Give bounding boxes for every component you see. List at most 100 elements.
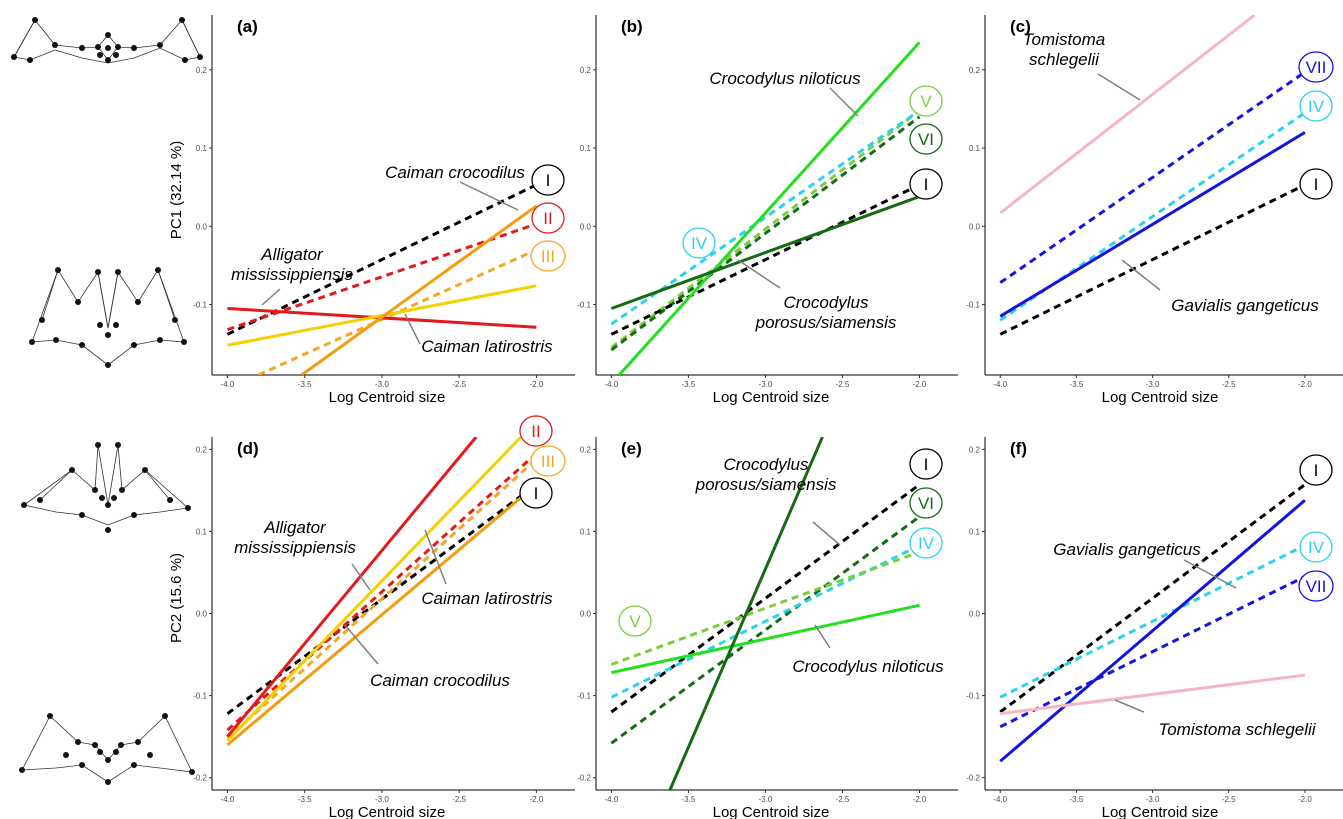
y-tick-label: 0.1 (580, 527, 592, 536)
pc2-axis-title: PC2 (15.6 %) (168, 553, 185, 643)
label-leader-line (1183, 559, 1237, 589)
panel-label: (a) (237, 17, 258, 36)
label-leader-line (1114, 699, 1145, 713)
landmark-diagrams (11, 17, 203, 785)
species-label: Gavialis gangeticus (1171, 296, 1319, 315)
group-badge-text: I (924, 455, 929, 474)
group-badge-V: V (909, 85, 943, 117)
landmark-diagram-pc1-bottom (29, 267, 187, 368)
series-line-crocodylus-niloticus (617, 41, 921, 375)
species-label: Crocodylus porosus/siamensis (695, 455, 837, 494)
group-badge-text: I (1314, 175, 1319, 194)
label-leader-line (737, 259, 781, 289)
series-line-ii (226, 452, 538, 732)
x-tick-label: -3.0 (375, 795, 389, 804)
series-line-v (610, 550, 921, 666)
label-leader-line (344, 624, 379, 665)
x-tick-label: -3.5 (1070, 795, 1084, 804)
x-tick-label: -3.5 (682, 380, 696, 389)
label-leader-line (814, 624, 831, 649)
group-badge-text: VII (1306, 58, 1327, 77)
series-lines (226, 183, 538, 375)
series-lines (610, 437, 921, 790)
x-axis-title: Log Centroid size (1102, 389, 1219, 406)
x-tick-label: -2.5 (836, 795, 850, 804)
x-tick-label: -2.0 (1298, 380, 1312, 389)
group-badge-text: VI (918, 494, 934, 513)
series-line-caiman-crocodilus (226, 483, 538, 746)
series-line-i (999, 183, 1306, 336)
group-badge-text: II (543, 209, 552, 228)
x-tick-label: -4.0 (605, 380, 619, 389)
species-label: Alligator mississippiensis (234, 518, 356, 557)
y-tick-label: 0.1 (196, 144, 208, 153)
series-line-caiman-latirostris (226, 437, 523, 742)
label-leader-line (1097, 73, 1141, 101)
x-tick-label: -2.0 (529, 795, 543, 804)
series-line-caiman-crocodilus (300, 204, 538, 375)
group-badge-IV: IV (1299, 90, 1333, 122)
x-tick-label: -2.5 (452, 380, 466, 389)
series-lines (999, 483, 1306, 763)
species-label: Caiman crocodilus (385, 163, 525, 182)
group-badge-I: I (519, 477, 553, 509)
landmark-diagram-pc2-bottom (19, 713, 195, 785)
series-lines (999, 15, 1306, 336)
group-badge-text: IV (1308, 97, 1325, 116)
group-badge-VII: VII (1298, 570, 1334, 602)
x-axis-title: Log Centroid size (329, 804, 446, 819)
y-tick-label: 0.0 (580, 222, 592, 231)
x-tick-label: -2.0 (1298, 795, 1312, 804)
group-badge-text: I (546, 171, 551, 190)
group-badge-text: VI (918, 130, 934, 149)
panel-label: (e) (621, 439, 642, 458)
group-badge-I: I (909, 448, 943, 480)
group-badge-VI: VI (909, 487, 943, 519)
series-line-v (610, 109, 921, 349)
group-badge-IV: IV (909, 527, 943, 559)
y-tick-label: 0.1 (196, 527, 208, 536)
x-tick-label: -3.0 (759, 380, 773, 389)
series-line-crocodylus-niloticus (611, 603, 920, 675)
series-line-i (610, 183, 921, 336)
y-tick-label: 0.2 (196, 445, 208, 454)
series-line-tomistoma-schlegelii (999, 15, 1256, 215)
landmark-diagram-pc1-top (11, 17, 203, 64)
series-line-crocodylus-porosus-siamensis (610, 195, 921, 310)
landmark-diagram-pc2-top (21, 442, 191, 533)
group-badge-I: I (531, 164, 565, 196)
x-tick-label: -3.0 (1146, 380, 1160, 389)
panel-label: (d) (237, 439, 259, 458)
group-badge-text: IV (691, 234, 708, 253)
species-label: Caiman crocodilus (370, 671, 510, 690)
group-badge-VII: VII (1298, 51, 1334, 83)
y-tick-label: 0.2 (196, 66, 208, 75)
label-leader-line (812, 521, 841, 546)
panel-a: -4.0 -3.5 -3.0 -2.5 -2.0 -0.1 0.0 0.1 0.2 Log Cen… (193, 15, 575, 406)
x-axis-title: Log Centroid size (713, 804, 830, 819)
group-badge-text: III (541, 452, 555, 471)
group-badge-I: I (1299, 454, 1333, 486)
species-label: Crocodylus niloticus (792, 657, 944, 676)
series-line-gavialis-gangeticus (999, 499, 1306, 763)
species-label: Gavialis gangeticus (1053, 540, 1201, 559)
group-badge-II: II (519, 415, 553, 447)
series-line-i (226, 183, 538, 336)
group-badge-I: I (1299, 168, 1333, 200)
y-tick-label: -0.1 (577, 692, 591, 701)
species-label: Caiman latirostris (421, 337, 553, 356)
y-tick-label: -0.2 (193, 774, 207, 783)
x-tick-label: -4.0 (605, 795, 619, 804)
group-badge-IV: IV (1299, 531, 1333, 563)
pc1-axis-title: PC1 (32.14 %) (168, 141, 185, 239)
species-label: Caiman latirostris (421, 589, 553, 608)
series-line-vi (610, 515, 921, 745)
y-tick-label: -0.1 (193, 692, 207, 701)
y-tick-label: -0.1 (966, 692, 980, 701)
y-tick-label: 0.2 (969, 66, 981, 75)
series-line-tomistoma-schlegelii (1000, 673, 1306, 716)
x-tick-label: -3.0 (759, 795, 773, 804)
x-tick-label: -4.0 (993, 380, 1007, 389)
group-badge-text: I (534, 484, 539, 503)
